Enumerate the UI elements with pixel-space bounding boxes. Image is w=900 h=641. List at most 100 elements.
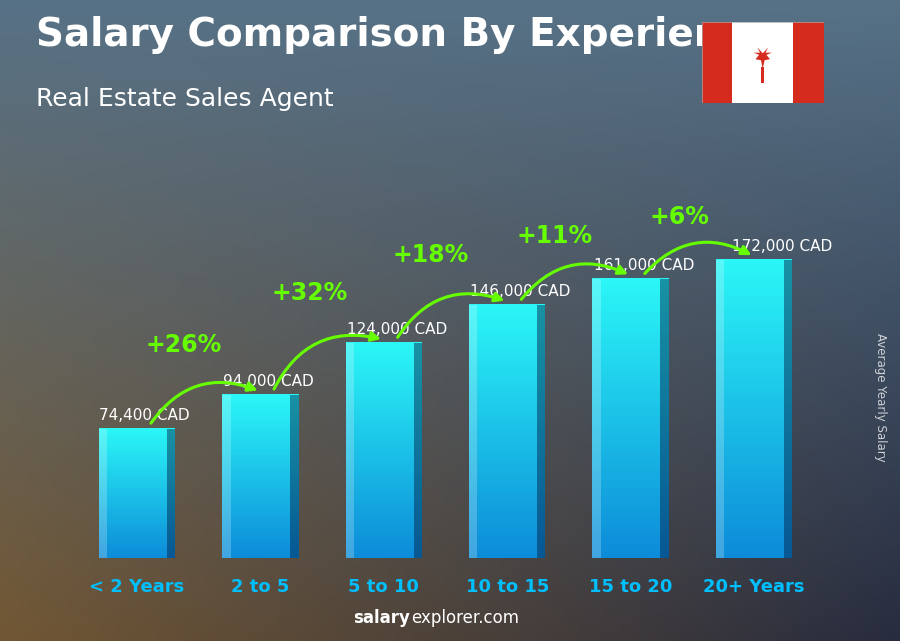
Bar [99,525,176,527]
Bar [346,460,422,463]
Bar [469,544,545,547]
Bar [222,484,299,486]
Bar [716,258,792,263]
Bar [99,441,176,443]
Bar [592,428,669,432]
Bar [346,540,422,543]
Bar [469,342,545,345]
Bar [469,324,545,328]
Bar [222,501,299,504]
Bar [222,480,299,483]
Bar [592,406,669,410]
Bar [99,453,176,454]
Bar [592,542,669,547]
Bar [592,534,669,538]
Bar [592,367,669,371]
Bar [414,343,422,558]
Bar [592,375,669,379]
Bar [592,283,669,287]
Bar [346,342,422,345]
Bar [346,424,422,427]
Bar [469,503,545,507]
Bar [469,468,545,472]
Bar [716,360,792,364]
Bar [469,306,545,310]
Bar [99,497,176,499]
Bar [99,464,176,466]
Text: +26%: +26% [146,333,222,357]
Bar [346,470,422,474]
Bar [716,458,792,462]
Bar [346,428,422,431]
Bar [469,513,545,517]
Bar [592,456,669,460]
Bar [222,445,299,447]
Bar [469,422,545,426]
Bar [469,498,545,502]
Bar [469,488,545,492]
Bar [469,541,545,545]
Bar [469,385,545,388]
Bar [222,467,299,470]
Bar [592,350,669,354]
Text: 124,000 CAD: 124,000 CAD [346,322,447,337]
Bar [99,543,176,545]
Bar [716,309,792,313]
Bar [99,438,176,440]
Bar [346,505,422,508]
Bar [346,548,422,551]
Bar [346,533,422,537]
Bar [716,550,792,554]
Bar [592,492,669,496]
Bar [469,445,545,449]
Bar [716,434,792,438]
Bar [592,303,669,307]
Bar [716,318,792,322]
Bar [592,342,669,346]
Bar [716,324,792,328]
Bar [99,463,176,465]
Bar [592,308,669,312]
Bar [99,445,176,447]
Bar [716,547,792,552]
Bar [99,495,176,497]
Bar [592,353,669,357]
Bar [716,538,792,543]
Bar [592,319,669,324]
Bar [346,441,422,444]
Bar [346,520,422,523]
Bar [592,372,669,376]
Bar [469,524,545,528]
Bar [592,370,669,374]
Bar [346,357,422,360]
Bar [716,285,792,290]
Bar [222,490,299,492]
Bar [716,336,792,340]
Bar [592,286,669,290]
Bar [716,387,792,391]
Bar [99,493,176,495]
Bar [469,374,545,378]
Bar [99,547,176,549]
Bar [346,535,422,538]
Bar [592,515,669,519]
Bar [346,546,422,549]
Bar [99,544,176,546]
Bar [222,485,299,488]
Bar [222,494,299,496]
Bar [222,443,299,445]
Bar [592,397,669,402]
Bar [99,432,176,434]
Bar [469,364,545,368]
Bar [716,399,792,403]
Bar [222,545,299,548]
Bar [716,330,792,335]
Bar [592,501,669,504]
Bar [716,369,792,373]
Bar [469,334,545,338]
Bar [99,462,176,463]
Bar [222,430,299,433]
Bar [346,512,422,515]
Bar [469,425,545,429]
Bar [99,428,176,430]
